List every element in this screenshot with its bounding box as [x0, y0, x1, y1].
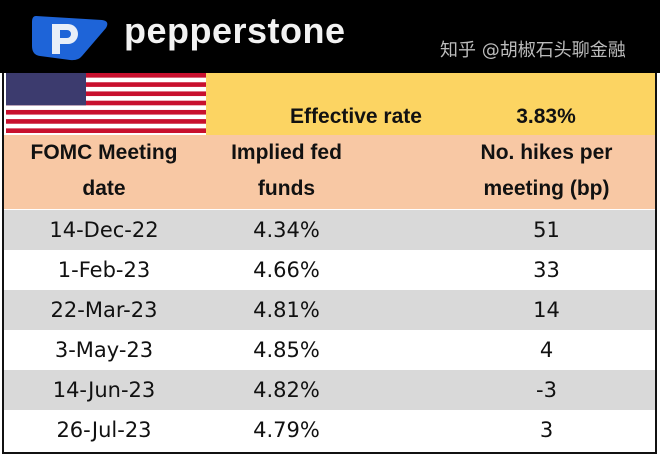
implied-rate: 4.82% [253, 378, 320, 402]
hikes-bp: 3 [539, 418, 554, 442]
meeting-date: 26-Jul-23 [56, 418, 152, 442]
brand-name: pepperstone [124, 10, 346, 51]
table-row: 26-Jul-23 4.79% 3 [4, 410, 655, 450]
hikes-bp: 51 [533, 218, 560, 242]
implied-rate: 4.81% [253, 298, 320, 322]
watermark: 知乎 @胡椒石头聊金融 [440, 40, 626, 61]
us-flag-icon [6, 73, 206, 133]
summary-row: Effective rate 3.83% [206, 73, 655, 135]
table-row: 22-Mar-23 4.81% 14 [4, 290, 655, 330]
meeting-date: 14-Jun-23 [52, 378, 156, 402]
implied-rate: 4.85% [253, 338, 320, 362]
hikes-bp: 14 [533, 298, 560, 322]
header-hikes: No. hikes per meeting (bp) [454, 135, 639, 207]
header-hikes-line2: meeting (bp) [483, 177, 610, 200]
hikes-bp: 33 [533, 258, 560, 282]
meeting-date: 14-Dec-22 [49, 218, 159, 242]
meeting-date: 3-May-23 [54, 338, 154, 362]
hikes-bp: 4 [539, 338, 554, 362]
implied-rate: 4.66% [253, 258, 320, 282]
fomc-table: Effective rate 3.83% FOMC Meeting date Im… [2, 73, 657, 454]
effective-rate-value: 3.83% [516, 105, 576, 128]
header-rate-line1: Implied fed funds [231, 141, 342, 200]
header-date: FOMC Meeting date [4, 135, 204, 207]
implied-rate: 4.79% [253, 418, 320, 442]
header-date-line1: FOMC Meeting [30, 141, 178, 164]
implied-rate: 4.34% [253, 218, 320, 242]
table-row: 3-May-23 4.85% 4 [4, 330, 655, 370]
hikes-bp: -3 [536, 378, 557, 402]
header-hikes-line1: No. hikes per [480, 141, 613, 164]
effective-rate-label: Effective rate [290, 105, 422, 128]
table-row: 14-Jun-23 4.82% -3 [4, 370, 655, 410]
brand-header: pepperstone 知乎 @胡椒石头聊金融 [0, 0, 660, 73]
pepperstone-logo-icon [32, 16, 108, 61]
meeting-date: 22-Mar-23 [50, 298, 158, 322]
header-date-line2: date [82, 177, 126, 200]
table-row: 14-Dec-22 4.34% 51 [4, 210, 655, 250]
meeting-date: 1-Feb-23 [57, 258, 151, 282]
table-row: 1-Feb-23 4.66% 33 [4, 250, 655, 290]
